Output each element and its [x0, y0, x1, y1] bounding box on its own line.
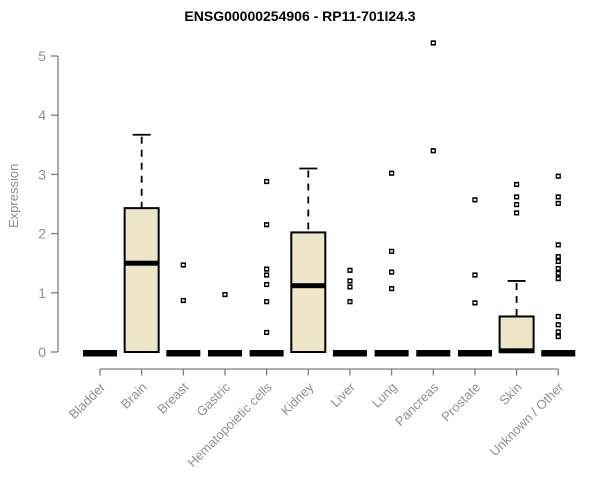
- outlier-point-center: [390, 172, 393, 175]
- outlier-point-center: [556, 243, 560, 246]
- x-tick-label: Liver: [328, 379, 359, 410]
- zero-bar: [457, 350, 492, 357]
- x-tick-label: Bladder: [66, 379, 109, 422]
- outlier-point-center: [515, 183, 518, 186]
- x-tick-label: Breast: [154, 379, 191, 416]
- outlier-point-center: [556, 277, 560, 280]
- median-line: [499, 348, 534, 354]
- outlier-point-center: [556, 272, 560, 275]
- outlier-point-center: [390, 250, 393, 253]
- outlier-point-center: [390, 271, 393, 274]
- zero-bar: [249, 350, 284, 357]
- box: [498, 315, 535, 354]
- outlier-point-center: [473, 301, 477, 304]
- outlier-point-center: [182, 263, 185, 266]
- outlier-point-center: [556, 267, 560, 270]
- outlier-point-center: [348, 269, 352, 272]
- outlier-point-center: [265, 283, 268, 286]
- outlier-point-center: [473, 198, 477, 201]
- outlier-point-center: [556, 195, 560, 198]
- x-tick-label: Lung: [369, 380, 400, 411]
- outlier-point-center: [556, 255, 560, 258]
- outlier-point-center: [431, 41, 435, 44]
- x-tick-label: Brain: [118, 380, 150, 412]
- outlier-point-center: [265, 331, 268, 334]
- box: [290, 231, 327, 353]
- zero-bar: [416, 350, 451, 357]
- box: [123, 207, 160, 353]
- outlier-point-center: [515, 203, 518, 206]
- outlier-point-center: [556, 315, 560, 318]
- y-tick-label: 4: [38, 107, 46, 123]
- zero-bar: [541, 350, 576, 357]
- outlier-point-center: [348, 300, 352, 303]
- zero-bar: [83, 350, 117, 357]
- outlier-point-center: [515, 211, 518, 214]
- x-tick-label: Pancreas: [392, 379, 442, 429]
- outlier-point-center: [556, 335, 560, 338]
- median-line: [124, 260, 159, 266]
- x-tick-label: Prostate: [438, 380, 483, 425]
- outlier-point-center: [390, 287, 393, 290]
- x-tick-label: Skin: [496, 380, 524, 408]
- x-tick-label: Kidney: [278, 379, 317, 418]
- outlier-point-center: [556, 323, 560, 326]
- median-line: [291, 283, 326, 289]
- x-tick-label: Gastric: [193, 379, 233, 419]
- zero-bar: [332, 350, 367, 357]
- y-tick-label: 5: [38, 48, 46, 64]
- y-tick-label: 3: [38, 166, 46, 182]
- y-tick-label: 0: [38, 344, 46, 360]
- zero-bar: [374, 350, 409, 357]
- outlier-point-center: [265, 268, 268, 271]
- outlier-point-center: [265, 223, 268, 226]
- outlier-point-center: [556, 202, 560, 205]
- zero-bar: [207, 350, 242, 357]
- y-tick-label: 1: [38, 285, 46, 301]
- outlier-point-center: [265, 180, 268, 183]
- outlier-point-center: [515, 195, 518, 198]
- chart-title: ENSG00000254906 - RP11-701I24.3: [184, 8, 416, 24]
- zero-bar: [166, 350, 201, 357]
- outlier-point-center: [556, 330, 560, 333]
- x-tick-label: Unknown / Other: [487, 379, 567, 459]
- outlier-point-center: [431, 149, 435, 152]
- outlier-point-center: [473, 274, 477, 277]
- outlier-point-center: [182, 299, 185, 302]
- outlier-point-center: [265, 300, 268, 303]
- outlier-point-center: [348, 285, 352, 288]
- outlier-point-center: [556, 175, 560, 178]
- outlier-point-center: [265, 274, 268, 277]
- outlier-point-center: [223, 293, 227, 296]
- outlier-point-center: [556, 260, 560, 263]
- y-tick-label: 2: [38, 226, 46, 242]
- outlier-point-center: [348, 279, 352, 282]
